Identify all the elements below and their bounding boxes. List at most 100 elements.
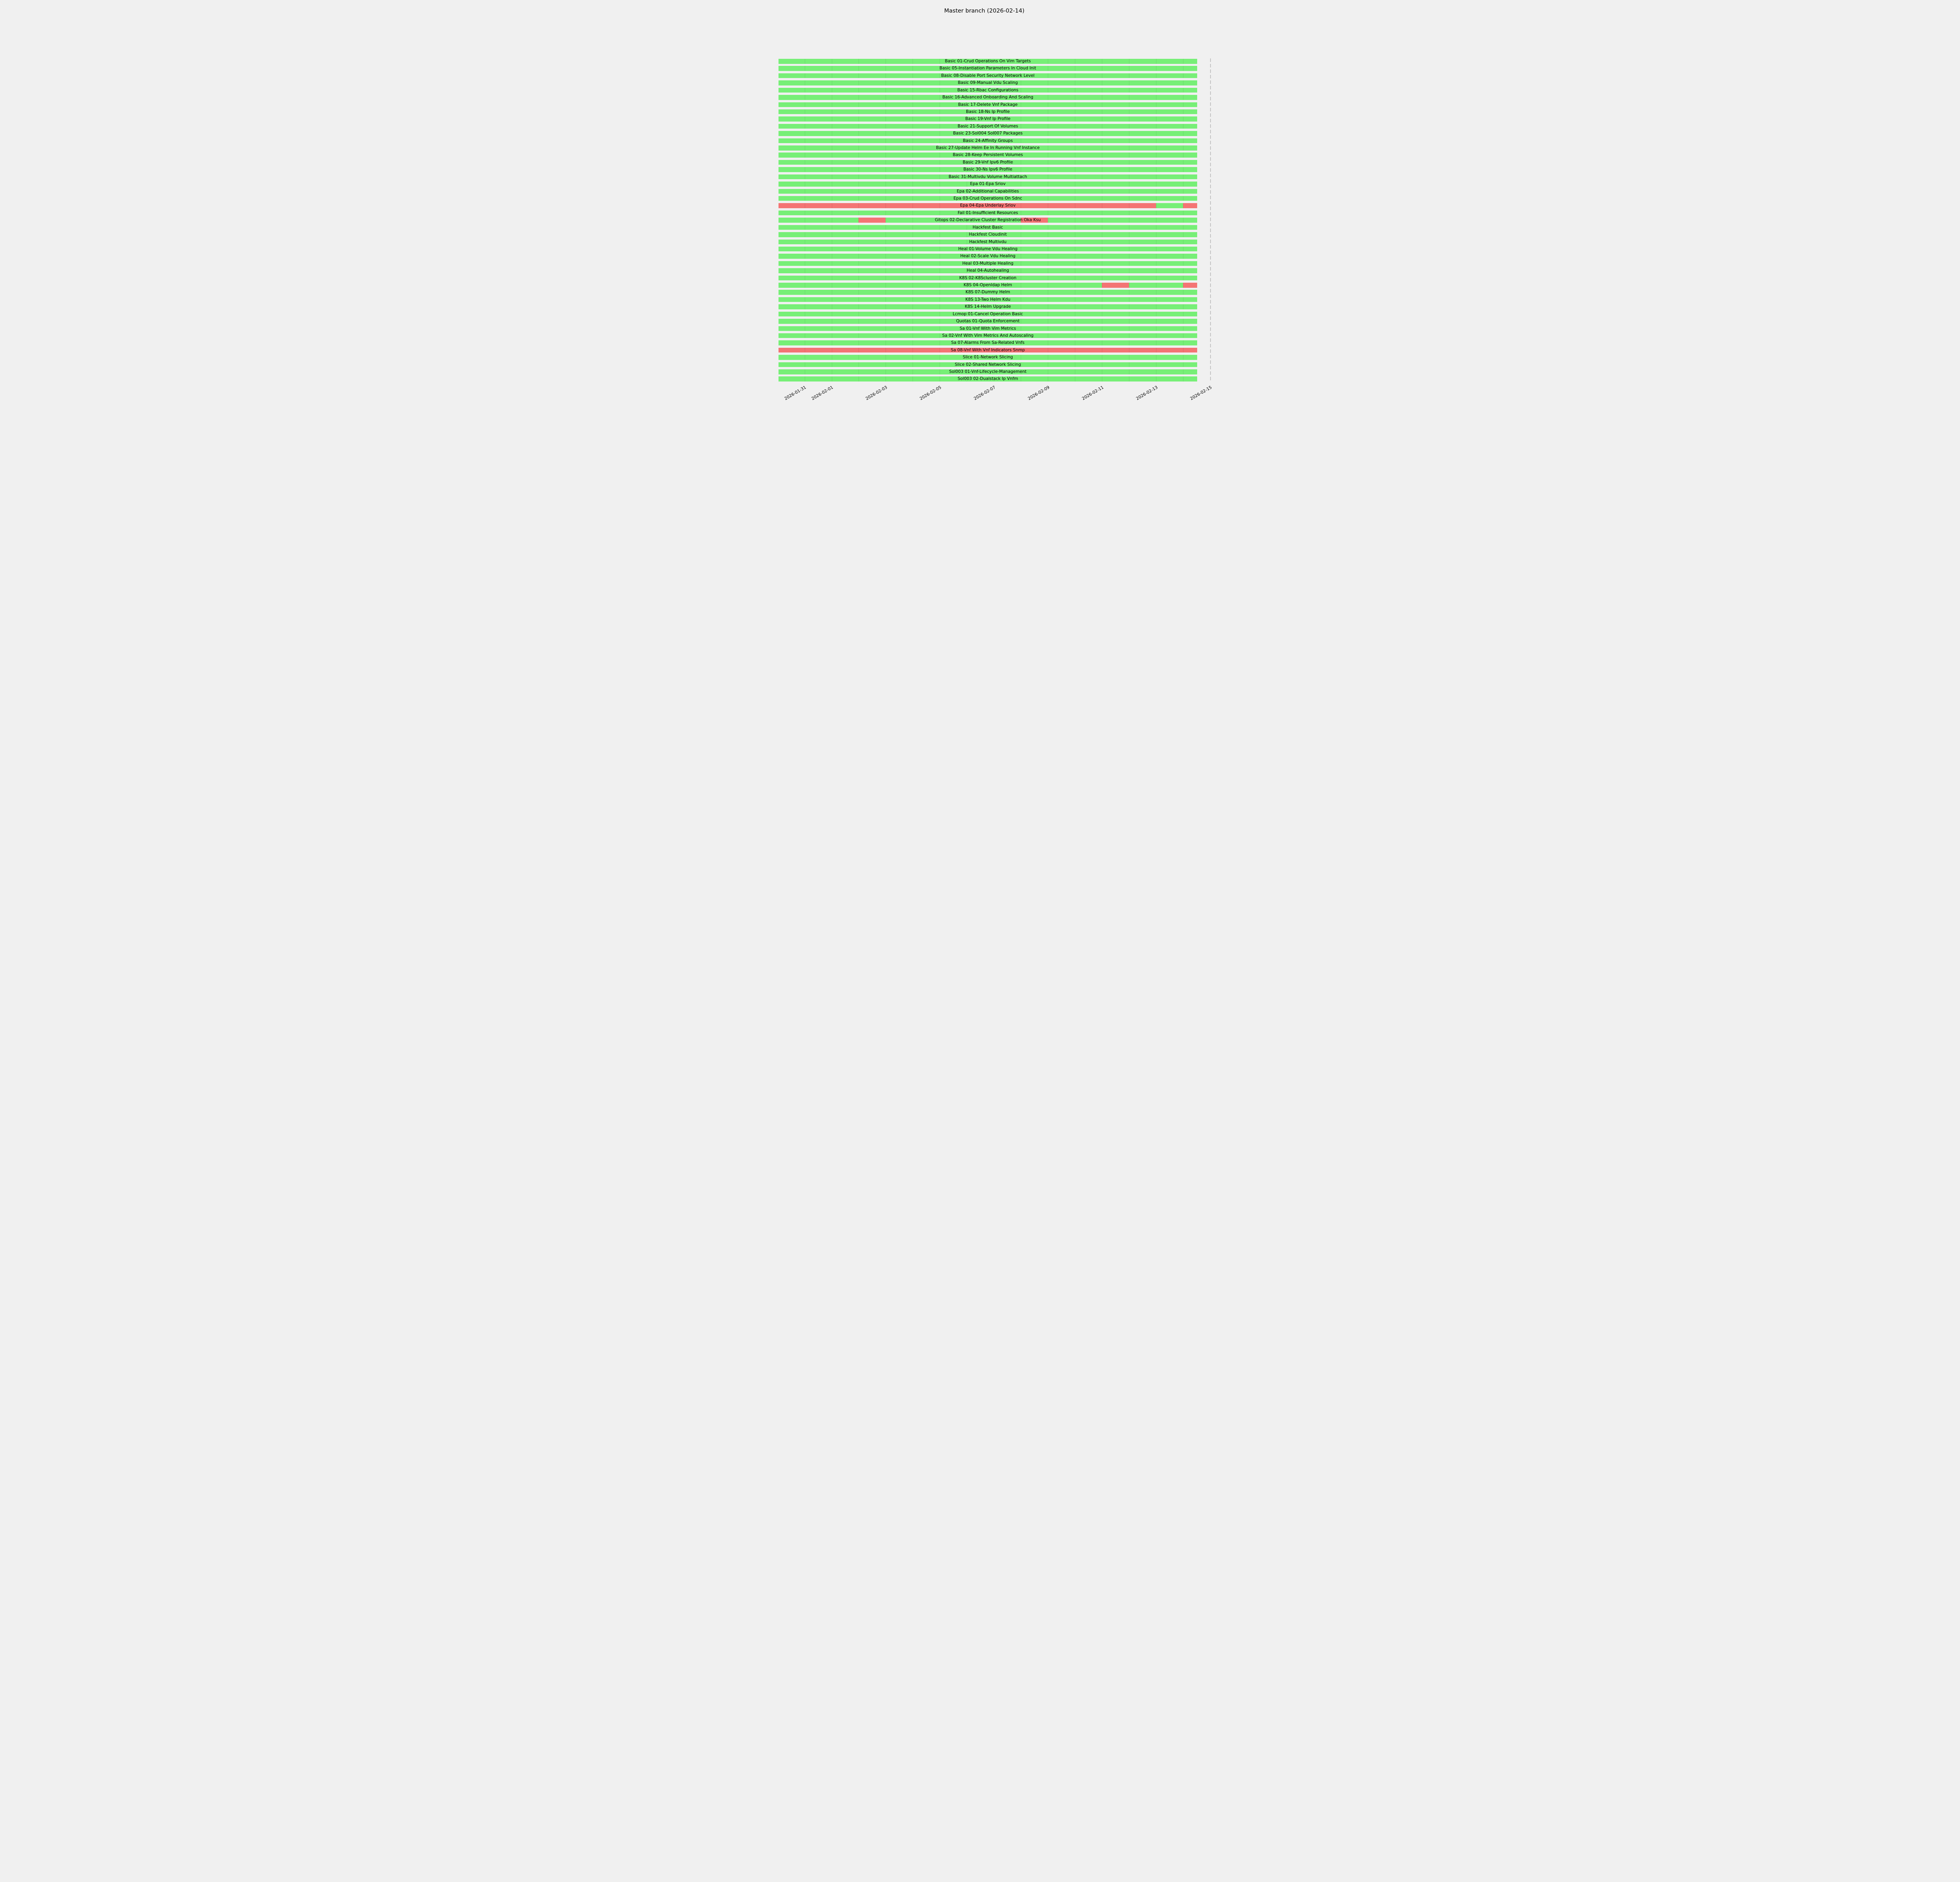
test-bar: K8S 14-Helm Upgrade bbox=[779, 304, 1197, 309]
test-bar: Basic 05-Instantiation Parameters In Clo… bbox=[779, 66, 1197, 71]
test-row: Slice 01-Network Slicing bbox=[779, 355, 1197, 360]
test-bar: Basic 01-Crud Operations On Vim Targets bbox=[779, 59, 1197, 64]
pass-segment bbox=[779, 87, 1197, 93]
day-seam bbox=[858, 347, 859, 353]
test-bar: Gitops 02-Declarative Cluster Registrati… bbox=[779, 218, 1197, 223]
test-bar: Heal 01-Volume Vdu Healing bbox=[779, 246, 1197, 252]
test-row: Basic 09-Manual Vdu Scaling bbox=[779, 80, 1197, 85]
test-bar: Sol003 02-Dualstack Ip Vnfm bbox=[779, 376, 1197, 381]
test-row: Sa 01-Vnf With Vim Metrics bbox=[779, 326, 1197, 331]
test-row: Basic 29-Vnf Ipv6 Profile bbox=[779, 160, 1197, 165]
pass-segment bbox=[779, 66, 1197, 71]
test-row: Basic 30-Ns Ipv6 Profile bbox=[779, 167, 1197, 172]
test-row: Gitops 02-Declarative Cluster Registrati… bbox=[779, 218, 1197, 223]
day-seam bbox=[858, 102, 859, 107]
day-seam bbox=[858, 362, 859, 367]
day-seam bbox=[858, 189, 859, 194]
pass-segment bbox=[779, 268, 1197, 273]
test-bar: Basic 31-Multivdu Volume Multiattach bbox=[779, 174, 1197, 180]
day-seam bbox=[858, 268, 859, 273]
test-bar: Hackfest Multivdu bbox=[779, 239, 1197, 244]
pass-segment bbox=[779, 138, 1197, 144]
test-bar: Basic 08-Disable Port Security Network L… bbox=[779, 73, 1197, 78]
day-seam bbox=[858, 246, 859, 252]
test-row: Basic 28-Keep Persistent Volumes bbox=[779, 153, 1197, 158]
pass-segment bbox=[779, 304, 1197, 309]
pass-segment bbox=[886, 218, 1021, 223]
plot-area: Basic 01-Crud Operations On Vim Targets B… bbox=[715, 0, 1245, 470]
test-row: Epa 04-Epa Underlay Sriov bbox=[779, 203, 1197, 208]
pass-segment bbox=[779, 218, 859, 223]
test-bar: Epa 02-Additional Capabilities bbox=[779, 189, 1197, 194]
test-row: Sol003 01-Vnf-Lifecycle-Management bbox=[779, 369, 1197, 374]
pass-segment bbox=[779, 275, 1197, 281]
pass-segment bbox=[779, 153, 1197, 158]
pass-segment bbox=[779, 254, 1197, 259]
pass-segment bbox=[1129, 283, 1183, 288]
day-seam bbox=[858, 174, 859, 180]
test-bar: Basic 28-Keep Persistent Volumes bbox=[779, 153, 1197, 158]
test-bar: Basic 17-Delete Vnf Package bbox=[779, 102, 1197, 107]
pass-segment bbox=[779, 196, 1197, 201]
test-row: Basic 05-Instantiation Parameters In Clo… bbox=[779, 66, 1197, 71]
pass-segment bbox=[779, 182, 1197, 187]
pass-segment bbox=[779, 376, 1197, 381]
fail-segment bbox=[779, 203, 1156, 208]
fail-segment bbox=[779, 347, 1197, 353]
test-row: Hackfest Multivdu bbox=[779, 239, 1197, 244]
day-seam bbox=[858, 131, 859, 136]
pass-segment bbox=[779, 355, 1197, 360]
day-seam bbox=[858, 326, 859, 331]
day-seam bbox=[858, 218, 859, 223]
day-seam bbox=[858, 116, 859, 122]
test-row: Sa 08-Vnf With Vnf Indicators Snmp bbox=[779, 347, 1197, 353]
chart-title: Master branch (2026-02-14) bbox=[944, 8, 1025, 14]
pass-segment bbox=[779, 124, 1197, 129]
day-seam bbox=[858, 95, 859, 100]
day-seam bbox=[858, 369, 859, 374]
test-row: Epa 01-Epa Sriov bbox=[779, 182, 1197, 187]
pass-segment bbox=[779, 311, 1197, 317]
test-row: K8S 14-Helm Upgrade bbox=[779, 304, 1197, 309]
pass-segment bbox=[779, 145, 1197, 151]
day-seam bbox=[858, 254, 859, 259]
test-row: K8S 04-Openldap Helm bbox=[779, 283, 1197, 288]
pass-segment bbox=[779, 340, 1197, 345]
pass-segment bbox=[779, 160, 1197, 165]
test-row: Hackfest Cloudinit bbox=[779, 232, 1197, 237]
day-seam bbox=[858, 311, 859, 317]
x-tick-label: 2026-02-13 bbox=[1135, 385, 1159, 401]
pass-segment bbox=[779, 232, 1197, 237]
day-seam bbox=[858, 109, 859, 114]
test-bar: Sa 02-Vnf With Vim Metrics And Autoscali… bbox=[779, 333, 1197, 338]
test-bar: Basic 30-Ns Ipv6 Profile bbox=[779, 167, 1197, 172]
end-date-marker-line bbox=[1210, 58, 1211, 382]
test-bar: Basic 19-Vnf Ip Profile bbox=[779, 116, 1197, 122]
test-bar: Quotas 01-Quota Enforcement bbox=[779, 319, 1197, 324]
pass-segment bbox=[779, 102, 1197, 107]
day-seam bbox=[858, 333, 859, 338]
test-row: Sa 02-Vnf With Vim Metrics And Autoscali… bbox=[779, 333, 1197, 338]
pass-segment bbox=[779, 167, 1197, 172]
test-bar: Sa 07-Alarms From Sa-Related Vnfs bbox=[779, 340, 1197, 345]
fail-segment bbox=[1102, 283, 1129, 288]
day-seam bbox=[858, 66, 859, 71]
x-tick-label: 2026-02-03 bbox=[865, 385, 888, 401]
day-seam bbox=[858, 59, 859, 64]
test-row: Quotas 01-Quota Enforcement bbox=[779, 319, 1197, 324]
day-seam bbox=[858, 319, 859, 324]
test-row: Basic 08-Disable Port Security Network L… bbox=[779, 73, 1197, 78]
x-tick-label: 2026-02-15 bbox=[1189, 385, 1213, 401]
day-seam bbox=[858, 160, 859, 165]
test-bar: Slice 01-Network Slicing bbox=[779, 355, 1197, 360]
test-bar: Epa 04-Epa Underlay Sriov bbox=[779, 203, 1197, 208]
test-bar: Basic 21-Support Of Volumes bbox=[779, 124, 1197, 129]
test-bar: Lcmop 01-Cancel Operation Basic bbox=[779, 311, 1197, 317]
x-tick-label: 2026-02-09 bbox=[1027, 385, 1051, 401]
test-bar: Epa 01-Epa Sriov bbox=[779, 182, 1197, 187]
pass-segment bbox=[779, 290, 1197, 295]
pass-segment bbox=[779, 109, 1197, 114]
test-row: Hackfest Basic bbox=[779, 225, 1197, 230]
x-tick-label: 2026-01-31 bbox=[784, 385, 807, 401]
test-row: Slice 02-Shared Network Slicing bbox=[779, 362, 1197, 367]
